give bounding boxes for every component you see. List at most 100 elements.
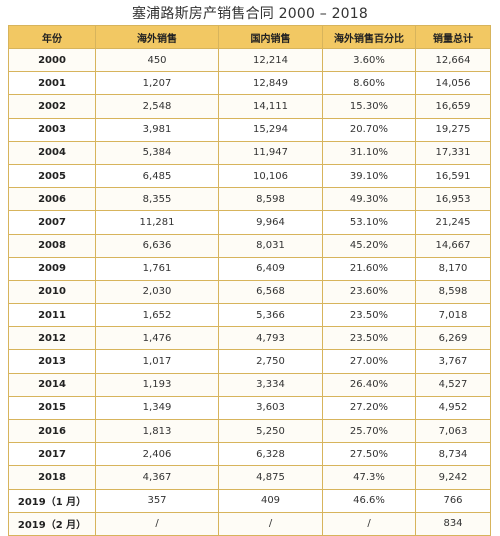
table-row: 2009 1,761 6,409 21.60% 8,170 bbox=[8, 256, 491, 281]
cell-overseas-sales: 1,207 bbox=[95, 71, 219, 96]
cell-overseas-percentage: / bbox=[322, 511, 416, 536]
cell-overseas-sales: 1,017 bbox=[95, 349, 219, 374]
cell-total-sales: 7,063 bbox=[415, 418, 491, 444]
cell-domestic-sales: 6,328 bbox=[218, 442, 323, 467]
cell-overseas-sales: / bbox=[95, 511, 219, 536]
cell-overseas-percentage: 27.00% bbox=[322, 349, 416, 374]
table-row: 2015 1,349 3,603 27.20% 4,952 bbox=[8, 395, 491, 421]
page: 塞浦路斯房产销售合同 2000 – 2018 年份 海外销售 国内销售 海外销售… bbox=[8, 6, 491, 536]
cell-total-sales: 8,598 bbox=[415, 279, 491, 305]
cell-overseas-sales: 450 bbox=[95, 47, 219, 73]
cell-total-sales: 3,767 bbox=[415, 349, 491, 374]
cell-overseas-percentage: 46.6% bbox=[322, 488, 416, 513]
cell-domestic-sales: 4,875 bbox=[218, 465, 323, 490]
cell-domestic-sales: 10,106 bbox=[218, 163, 323, 189]
cell-domestic-sales: 11,947 bbox=[218, 140, 323, 165]
cell-domestic-sales: 8,598 bbox=[218, 187, 323, 212]
cell-total-sales: 14,056 bbox=[415, 71, 491, 96]
cell-year: 2016 bbox=[8, 418, 96, 444]
table-row: 2017 2,406 6,328 27.50% 8,734 bbox=[8, 442, 491, 467]
table-row: 2018 4,367 4,875 47.3% 9,242 bbox=[8, 465, 491, 490]
cell-overseas-sales: 8,355 bbox=[95, 187, 219, 212]
cell-overseas-percentage: 23.50% bbox=[322, 326, 416, 351]
header-overseas-sales: 海外销售 bbox=[95, 25, 219, 49]
cell-domestic-sales: 3,334 bbox=[218, 372, 323, 397]
cell-overseas-sales: 1,813 bbox=[95, 418, 219, 444]
table-row: 2006 8,355 8,598 49.30% 16,953 bbox=[8, 187, 491, 212]
cell-total-sales: 17,331 bbox=[415, 140, 491, 165]
table-row: 2013 1,017 2,750 27.00% 3,767 bbox=[8, 349, 491, 374]
table-row: 2014 1,193 3,334 26.40% 4,527 bbox=[8, 372, 491, 397]
cell-overseas-percentage: 39.10% bbox=[322, 163, 416, 189]
cell-domestic-sales: 3,603 bbox=[218, 395, 323, 421]
cell-year: 2011 bbox=[8, 303, 96, 328]
table-row: 2012 1,476 4,793 23.50% 6,269 bbox=[8, 326, 491, 351]
cell-overseas-percentage: 23.60% bbox=[322, 279, 416, 305]
table-row: 2004 5,384 11,947 31.10% 17,331 bbox=[8, 140, 491, 165]
cell-domestic-sales: 6,568 bbox=[218, 279, 323, 305]
cell-overseas-percentage: 27.20% bbox=[322, 395, 416, 421]
cell-overseas-percentage: 45.20% bbox=[322, 233, 416, 258]
cell-domestic-sales: 5,250 bbox=[218, 418, 323, 444]
cell-overseas-sales: 1,652 bbox=[95, 303, 219, 328]
cell-year: 2002 bbox=[8, 94, 96, 119]
cell-overseas-percentage: 53.10% bbox=[322, 210, 416, 235]
table-row: 2019（1 月） 357 409 46.6% 766 bbox=[8, 488, 491, 513]
cell-overseas-percentage: 21.60% bbox=[322, 256, 416, 281]
cell-overseas-sales: 2,406 bbox=[95, 442, 219, 467]
sales-table: 年份 海外销售 国内销售 海外销售百分比 销量总计 2000 450 12,214 3… bbox=[8, 25, 491, 536]
cell-domestic-sales: 2,750 bbox=[218, 349, 323, 374]
cell-total-sales: 16,953 bbox=[415, 187, 491, 212]
cell-domestic-sales: 8,031 bbox=[218, 233, 323, 258]
cell-overseas-sales: 5,384 bbox=[95, 140, 219, 165]
cell-overseas-sales: 3,981 bbox=[95, 117, 219, 142]
cell-year: 2007 bbox=[8, 210, 96, 235]
cell-year: 2006 bbox=[8, 187, 96, 212]
cell-total-sales: 766 bbox=[415, 488, 491, 513]
cell-year: 2014 bbox=[8, 372, 96, 397]
table-row: 2003 3,981 15,294 20.70% 19,275 bbox=[8, 117, 491, 142]
cell-overseas-percentage: 15.30% bbox=[322, 94, 416, 119]
cell-domestic-sales: 5,366 bbox=[218, 303, 323, 328]
cell-year: 2017 bbox=[8, 442, 96, 467]
cell-year: 2003 bbox=[8, 117, 96, 142]
cell-total-sales: 21,245 bbox=[415, 210, 491, 235]
cell-overseas-percentage: 27.50% bbox=[322, 442, 416, 467]
cell-year: 2010 bbox=[8, 279, 96, 305]
cell-total-sales: 16,591 bbox=[415, 163, 491, 189]
header-overseas-percentage: 海外销售百分比 bbox=[322, 25, 416, 49]
cell-total-sales: 4,527 bbox=[415, 372, 491, 397]
cell-overseas-sales: 11,281 bbox=[95, 210, 219, 235]
cell-total-sales: 14,667 bbox=[415, 233, 491, 258]
page-title: 塞浦路斯房产销售合同 2000 – 2018 bbox=[131, 6, 368, 22]
table-body: 2000 450 12,214 3.60% 12,664 2001 1,207 12,849 8… bbox=[8, 47, 491, 536]
table-row: 2008 6,636 8,031 45.20% 14,667 bbox=[8, 233, 491, 258]
table-row: 2005 6,485 10,106 39.10% 16,591 bbox=[8, 163, 491, 189]
cell-domestic-sales: 4,793 bbox=[218, 326, 323, 351]
cell-overseas-percentage: 31.10% bbox=[322, 140, 416, 165]
cell-overseas-percentage: 23.50% bbox=[322, 303, 416, 328]
cell-overseas-sales: 1,349 bbox=[95, 395, 219, 421]
cell-year: 2001 bbox=[8, 71, 96, 96]
table-row: 2016 1,813 5,250 25.70% 7,063 bbox=[8, 418, 491, 444]
cell-overseas-sales: 6,636 bbox=[95, 233, 219, 258]
cell-year: 2012 bbox=[8, 326, 96, 351]
table-header-row: 年份 海外销售 国内销售 海外销售百分比 销量总计 bbox=[8, 25, 491, 49]
cell-total-sales: 16,659 bbox=[415, 94, 491, 119]
cell-overseas-sales: 6,485 bbox=[95, 163, 219, 189]
cell-year: 2009 bbox=[8, 256, 96, 281]
cell-domestic-sales: / bbox=[218, 511, 323, 536]
cell-year: 2004 bbox=[8, 140, 96, 165]
cell-overseas-sales: 1,476 bbox=[95, 326, 219, 351]
cell-total-sales: 834 bbox=[415, 511, 491, 536]
table-row: 2019（2 月） / //834 bbox=[8, 511, 491, 536]
cell-year: 2000 bbox=[8, 47, 96, 73]
cell-domestic-sales: 6,409 bbox=[218, 256, 323, 281]
cell-overseas-percentage: 26.40% bbox=[322, 372, 416, 397]
cell-overseas-sales: 1,193 bbox=[95, 372, 219, 397]
table-row: 2000 450 12,214 3.60% 12,664 bbox=[8, 47, 491, 73]
cell-domestic-sales: 15,294 bbox=[218, 117, 323, 142]
cell-year: 2013 bbox=[8, 349, 96, 374]
cell-year: 2005 bbox=[8, 163, 96, 189]
cell-total-sales: 9,242 bbox=[415, 465, 491, 490]
